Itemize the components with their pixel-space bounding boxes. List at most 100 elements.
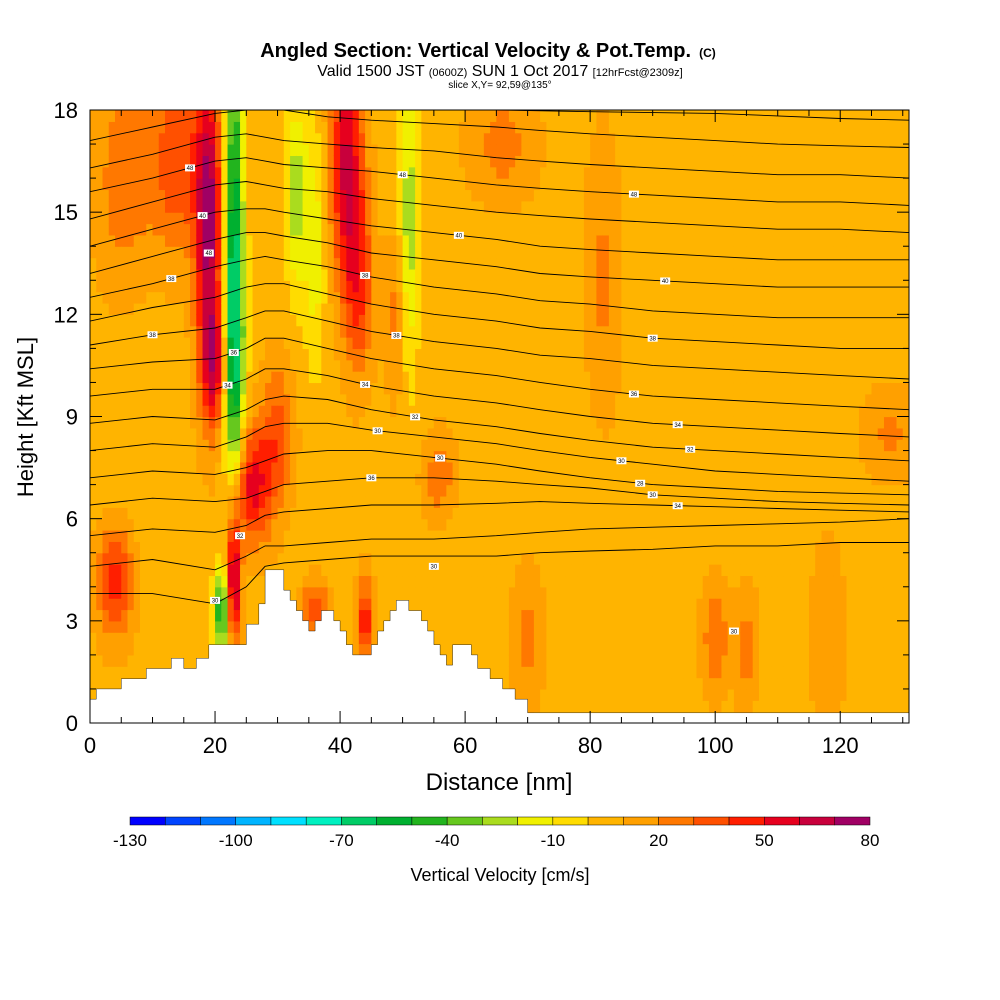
velocity-cell [540,325,547,338]
velocity-cell [452,189,460,202]
velocity-cell [177,337,185,349]
velocity-cell [190,280,197,293]
velocity-cell [327,325,335,338]
velocity-cell [533,337,541,349]
velocity-cell [346,609,354,622]
velocity-cell [233,552,241,565]
velocity-cell [165,484,172,497]
velocity-cell [358,359,366,372]
velocity-cell [96,234,104,247]
velocity-cell [483,337,491,349]
velocity-cell [640,393,648,406]
velocity-cell [346,325,354,338]
velocity-cell [271,212,279,225]
velocity-cell [415,325,422,338]
velocity-cell [571,223,579,236]
velocity-cell [577,564,585,577]
velocity-cell [240,234,247,247]
velocity-cell [477,439,485,452]
velocity-cell [127,530,135,542]
velocity-cell [258,450,266,463]
velocity-cell [533,291,541,304]
velocity-cell [577,688,585,701]
velocity-cell [390,234,397,247]
velocity-cell [646,654,654,667]
velocity-cell [233,632,241,645]
velocity-cell [371,178,379,191]
velocity-cell [521,371,529,384]
velocity-cell [102,620,110,633]
velocity-cell [583,337,591,349]
velocity-cell [446,110,454,122]
velocity-cell [252,268,260,281]
velocity-cell [590,337,597,349]
velocity-cell [233,382,241,395]
velocity-cell [252,223,260,236]
velocity-cell [608,518,616,531]
velocity-cell [477,654,485,667]
velocity-cell [465,144,472,157]
velocity-cell [108,291,116,304]
velocity-cell [627,530,635,542]
velocity-cell [540,246,547,259]
velocity-cell [483,654,491,667]
velocity-cell [646,280,654,293]
velocity-cell [177,632,185,645]
velocity-cell [383,450,391,463]
velocity-cell [365,302,372,315]
velocity-cell [302,575,310,588]
velocity-cell [221,495,229,508]
velocity-cell [365,393,372,406]
velocity-cell [365,609,372,622]
velocity-cell [133,461,141,474]
velocity-cell [440,643,447,656]
velocity-cell [433,552,441,565]
velocity-cell [665,518,673,531]
velocity-cell [90,178,97,191]
velocity-cell [258,484,266,497]
velocity-cell [371,132,379,145]
velocity-cell [308,598,316,611]
velocity-cell [121,144,129,157]
velocity-cell [621,280,629,293]
velocity-cell [546,234,554,247]
velocity-cell [121,110,129,122]
velocity-cell [183,371,191,384]
velocity-cell [283,427,291,440]
velocity-cell [208,518,216,531]
velocity-cell [290,564,297,577]
velocity-cell [402,564,410,577]
velocity-cell [215,609,222,622]
velocity-cell [152,552,160,565]
velocity-cell [583,677,591,690]
velocity-cell [540,439,547,452]
velocity-cell [571,200,579,213]
velocity-cell [327,439,335,452]
velocity-cell [496,393,504,406]
velocity-cell [146,132,154,145]
velocity-cell [196,144,204,157]
velocity-cell [440,223,447,236]
velocity-cell [658,212,666,225]
velocity-cell [452,609,460,622]
velocity-cell [465,268,472,281]
velocity-cell [127,291,135,304]
velocity-cell [558,337,566,349]
velocity-cell [358,620,366,633]
velocity-cell [558,314,566,327]
velocity-cell [127,132,135,145]
velocity-cell [177,552,185,565]
velocity-cell [633,291,641,304]
velocity-cell [615,450,623,463]
velocity-cell [315,325,322,338]
velocity-cell [115,132,122,145]
velocity-cell [596,325,604,338]
velocity-cell [571,178,579,191]
velocity-cell [202,121,210,134]
velocity-cell [158,337,166,349]
velocity-cell [521,144,529,157]
velocity-cell [352,643,360,656]
velocity-cell [477,132,485,145]
velocity-cell [533,609,541,622]
velocity-cell [165,620,172,633]
